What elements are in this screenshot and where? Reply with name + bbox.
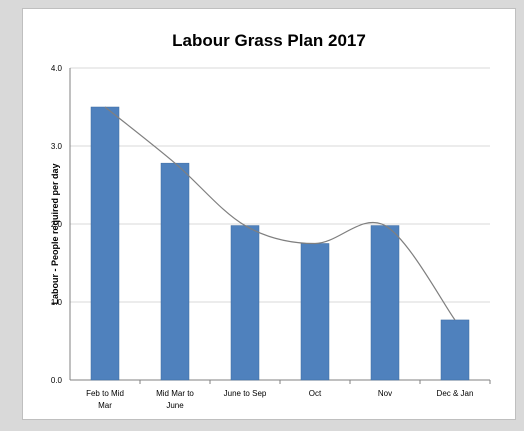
bar-0: [90, 106, 120, 381]
x-tick-label-2: June to Sep: [224, 389, 267, 398]
y-tick-label-0: 0.0: [51, 376, 63, 385]
bar-3: [300, 243, 330, 381]
y-tick-label-2: 2.0: [51, 220, 63, 229]
x-tick-label-5: Dec & Jan: [437, 389, 474, 398]
y-tick-label-1: 1.0: [51, 298, 63, 307]
x-tick-label-line: Nov: [378, 389, 392, 398]
trendline: [104, 106, 456, 321]
bar-2: [230, 225, 260, 381]
x-tick-label-line: Feb to Mid: [86, 389, 124, 398]
x-tick-label-4: Nov: [378, 389, 392, 398]
bar-5: [440, 319, 470, 381]
x-tick-label-1: Mid Mar to June: [156, 389, 194, 410]
x-tick-label-line: June to Sep: [224, 389, 267, 398]
x-tick-label-0: Feb to Mid Mar: [86, 389, 124, 410]
bar-1: [160, 162, 190, 381]
x-tick-label-line: Dec & Jan: [437, 389, 474, 398]
x-tick-label-line: Mid Mar to: [156, 389, 194, 398]
bar-4: [370, 225, 400, 381]
chart-title: Labour Grass Plan 2017: [172, 31, 366, 50]
x-tick-label-line: June: [166, 401, 184, 410]
y-tick-label-3: 3.0: [51, 142, 63, 151]
y-tick-label-4: 4.0: [51, 64, 63, 73]
x-tick-label-3: Oct: [309, 389, 322, 398]
x-tick-label-line: Oct: [309, 389, 322, 398]
x-tick-label-line: Mar: [98, 401, 112, 410]
